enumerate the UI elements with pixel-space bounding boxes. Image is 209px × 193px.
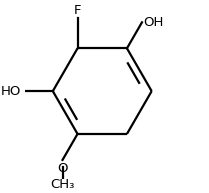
Text: O: O xyxy=(57,162,68,175)
Text: HO: HO xyxy=(1,85,21,98)
Text: CH₃: CH₃ xyxy=(50,179,75,191)
Text: OH: OH xyxy=(144,16,164,29)
Text: F: F xyxy=(74,3,81,17)
